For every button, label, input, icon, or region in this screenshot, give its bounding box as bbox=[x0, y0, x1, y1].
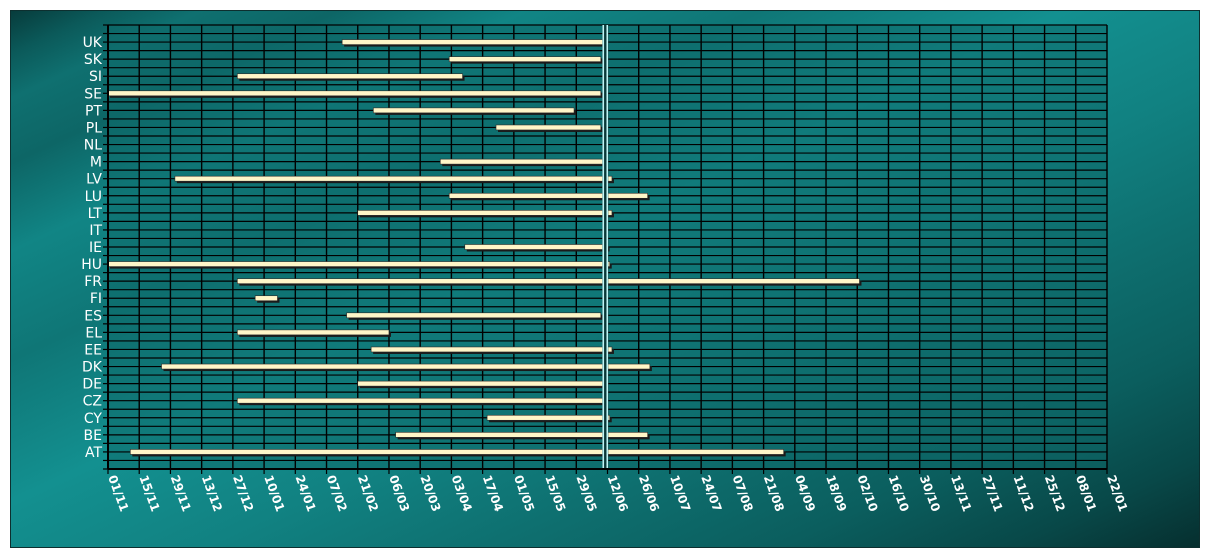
x-tick-label: 04/09 bbox=[792, 473, 818, 513]
x-tick-label: 29/11 bbox=[168, 473, 194, 513]
x-tick-label: 12/06 bbox=[605, 473, 631, 513]
x-tick-label: 07/02 bbox=[324, 473, 350, 513]
bar-m bbox=[439, 158, 604, 165]
category-label: DK bbox=[82, 360, 103, 376]
bars bbox=[107, 39, 862, 457]
category-label: PT bbox=[85, 103, 102, 119]
category-label: FI bbox=[90, 291, 102, 307]
bar-dk bbox=[161, 363, 651, 370]
category-label: FR bbox=[84, 274, 102, 290]
bar-uk bbox=[341, 39, 604, 45]
category-label: NL bbox=[84, 138, 102, 154]
bar-lu bbox=[448, 192, 648, 199]
x-tick-label: 27/12 bbox=[230, 473, 256, 513]
bar-si bbox=[237, 73, 463, 80]
bar-se bbox=[107, 90, 602, 97]
bar-pt bbox=[373, 107, 575, 114]
bar-be bbox=[395, 432, 648, 438]
axes bbox=[103, 24, 1108, 474]
category-label: SI bbox=[89, 69, 102, 85]
category-label: BE bbox=[84, 428, 102, 444]
category-label: SE bbox=[84, 86, 102, 102]
bar-ie bbox=[464, 244, 608, 250]
x-tick-label: 16/10 bbox=[886, 473, 912, 513]
category-label: LT bbox=[88, 206, 103, 222]
x-tick-label: 17/04 bbox=[480, 473, 506, 513]
x-tick-label: 01/05 bbox=[511, 473, 537, 513]
x-tick-label: 21/08 bbox=[761, 473, 787, 513]
x-tick-label: 26/06 bbox=[636, 473, 662, 513]
category-label: UK bbox=[83, 35, 103, 51]
bar-cz bbox=[237, 397, 604, 404]
chart-frame: 01/11 15/11 29/11 13/12 27/12 10/01 24/01 07/02… bbox=[10, 10, 1200, 548]
x-tick-label: 13/11 bbox=[948, 473, 974, 513]
x-tick-label: 07/08 bbox=[730, 473, 756, 513]
category-label: DE bbox=[82, 377, 102, 393]
x-tick-label: 21/02 bbox=[355, 473, 381, 513]
x-tick-label: 29/05 bbox=[573, 473, 599, 513]
x-tick-labels: 01/11 15/11 29/11 13/12 27/12 10/01 24/01 07/02… bbox=[105, 473, 1130, 513]
bar-hu bbox=[107, 261, 611, 267]
bar-el bbox=[237, 329, 390, 336]
x-tick-label: 02/10 bbox=[854, 473, 880, 513]
bar-lv bbox=[174, 175, 613, 182]
x-tick-label: 15/11 bbox=[136, 473, 162, 513]
reference-band bbox=[602, 25, 609, 469]
category-label: CZ bbox=[83, 394, 102, 410]
category-label: LV bbox=[86, 172, 102, 188]
x-tick-label: 24/01 bbox=[292, 473, 318, 513]
category-label: SK bbox=[84, 52, 103, 68]
category-label: HU bbox=[81, 257, 102, 273]
bar-pl bbox=[495, 124, 602, 131]
category-label: PL bbox=[86, 120, 102, 136]
x-tick-label: 10/01 bbox=[261, 473, 287, 513]
bar-fi bbox=[254, 295, 278, 302]
x-tick-label: 11/12 bbox=[1011, 473, 1037, 513]
bar-fr bbox=[237, 278, 860, 284]
bar-de bbox=[357, 380, 604, 387]
x-tick-label: 18/09 bbox=[823, 473, 849, 513]
x-tick-label: 06/03 bbox=[386, 473, 412, 513]
bar-lt bbox=[357, 210, 613, 216]
bar-ee bbox=[370, 346, 613, 353]
category-label: IT bbox=[89, 223, 102, 239]
category-label: EL bbox=[85, 325, 102, 341]
bar-es bbox=[346, 312, 602, 319]
category-label: ES bbox=[84, 308, 102, 324]
x-tick-label: 30/10 bbox=[917, 473, 943, 513]
x-tick-label: 15/05 bbox=[542, 473, 568, 513]
category-label: M bbox=[90, 155, 102, 171]
x-tick-label: 24/07 bbox=[698, 473, 724, 513]
x-tick-label: 22/01 bbox=[1104, 473, 1130, 513]
x-tick-label: 01/11 bbox=[105, 473, 131, 513]
x-tick-label: 25/12 bbox=[1042, 473, 1068, 513]
timeline-chart: 01/11 15/11 29/11 13/12 27/12 10/01 24/01 07/02… bbox=[81, 24, 1130, 514]
category-label: IE bbox=[89, 240, 102, 256]
bar-at bbox=[129, 449, 784, 455]
category-label: LU bbox=[85, 189, 102, 205]
bar-sk bbox=[448, 56, 602, 62]
x-tick-label: 13/12 bbox=[199, 473, 225, 513]
category-label: EE bbox=[84, 342, 102, 358]
x-tick-label: 20/03 bbox=[417, 473, 443, 513]
reference-line bbox=[602, 25, 609, 469]
x-tick-label: 10/07 bbox=[667, 473, 693, 513]
x-tick-label: 03/04 bbox=[449, 473, 475, 513]
category-label: AT bbox=[85, 445, 102, 461]
x-tick-label: 08/01 bbox=[1073, 473, 1099, 513]
category-label: CY bbox=[84, 411, 103, 427]
bar-cy bbox=[486, 414, 611, 421]
x-tick-label: 27/11 bbox=[979, 473, 1005, 513]
